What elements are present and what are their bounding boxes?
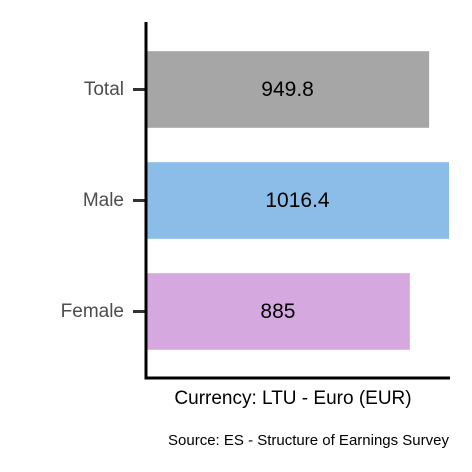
x-axis-title: Currency: LTU - Euro (EUR) bbox=[174, 388, 411, 409]
bar-total bbox=[146, 51, 430, 128]
value-label-female: 885 bbox=[260, 300, 295, 323]
bar-male bbox=[146, 162, 449, 239]
bar-female bbox=[146, 273, 410, 350]
value-label-total: 949.8 bbox=[261, 78, 314, 101]
category-label-total: Total bbox=[84, 79, 124, 100]
source-caption: Source: ES - Structure of Earnings Surve… bbox=[168, 432, 449, 449]
value-label-male: 1016.4 bbox=[265, 189, 330, 212]
y-ticks-group bbox=[133, 88, 146, 313]
category-labels-group: Total Male Female bbox=[61, 79, 124, 322]
category-label-male: Male bbox=[83, 190, 124, 211]
bars-group bbox=[146, 51, 449, 350]
value-labels-group: 949.8 1016.4 885 bbox=[260, 78, 330, 323]
category-label-female: Female bbox=[61, 301, 124, 322]
